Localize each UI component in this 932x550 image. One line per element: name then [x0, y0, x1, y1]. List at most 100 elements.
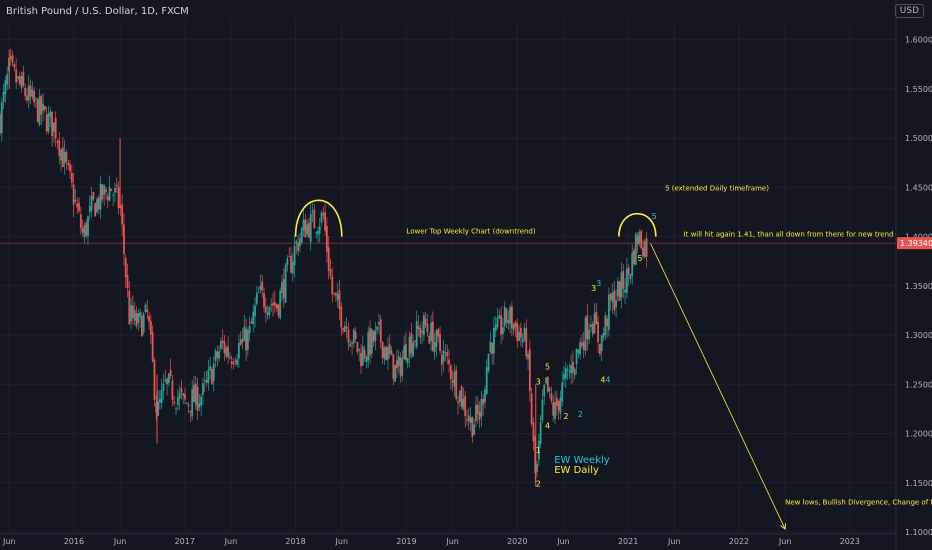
- candle-body: [110, 188, 113, 192]
- candle: [521, 333, 524, 348]
- candle: [503, 301, 506, 332]
- candle-body: [532, 422, 535, 442]
- candle-body: [510, 306, 513, 329]
- candle-body: [537, 440, 540, 460]
- candle-body: [624, 289, 626, 293]
- candle: [545, 377, 547, 385]
- candle-body: [563, 374, 565, 380]
- candle: [500, 306, 503, 345]
- candle: [629, 273, 632, 284]
- candle: [593, 302, 596, 334]
- candle: [36, 97, 39, 123]
- candle-body: [266, 312, 269, 315]
- candle-body: [175, 407, 177, 409]
- candle: [388, 334, 391, 359]
- candle-body: [36, 99, 39, 122]
- candle: [591, 321, 594, 338]
- candle: [56, 138, 59, 150]
- candle: [361, 335, 364, 367]
- candle: [22, 65, 25, 88]
- candle-body: [358, 348, 361, 351]
- candle: [202, 377, 204, 405]
- candle: [209, 356, 212, 380]
- candle-body: [38, 96, 41, 125]
- candle-body: [124, 258, 127, 278]
- candle-body: [218, 351, 221, 359]
- candle: [530, 387, 533, 427]
- top-arc: [294, 199, 343, 237]
- candle: [333, 292, 335, 297]
- y-tick-label: 1.20000: [905, 430, 932, 439]
- candle-body: [329, 269, 332, 277]
- currency-button[interactable]: USD: [894, 4, 924, 18]
- candle-body: [424, 318, 427, 326]
- candle: [410, 322, 413, 359]
- candle: [112, 192, 115, 206]
- candle-body: [568, 371, 571, 373]
- candle-body: [403, 345, 406, 360]
- candle: [69, 160, 71, 179]
- candle: [537, 433, 540, 467]
- candle: [367, 326, 370, 368]
- candle: [268, 305, 271, 320]
- projection-arrow: [650, 243, 786, 530]
- candle: [45, 106, 48, 135]
- candle: [584, 315, 587, 356]
- candle-body: [290, 255, 292, 273]
- candle-body: [2, 91, 5, 102]
- candle-body: [372, 331, 375, 343]
- candle-body: [270, 304, 273, 306]
- candle-body: [428, 335, 431, 344]
- candle-body: [351, 342, 353, 344]
- candle: [58, 131, 61, 165]
- candle-body: [615, 300, 617, 308]
- candle-body: [634, 233, 637, 265]
- candle: [297, 234, 300, 257]
- candle-body: [20, 76, 23, 89]
- candle: [52, 122, 55, 143]
- candle: [318, 217, 321, 243]
- candle-body: [306, 224, 309, 235]
- candle-body: [581, 342, 583, 346]
- candle-body: [257, 291, 260, 293]
- candle: [35, 97, 37, 109]
- candle: [309, 203, 312, 251]
- candle: [60, 148, 62, 172]
- candle-body: [469, 417, 472, 423]
- candle: [185, 402, 188, 405]
- candle-body: [606, 318, 608, 327]
- candle: [103, 183, 106, 206]
- candle: [117, 181, 120, 215]
- candle-body: [193, 385, 195, 402]
- candle: [176, 388, 179, 411]
- candle-body: [83, 225, 86, 238]
- candles: [0, 48, 648, 487]
- candle: [88, 194, 91, 221]
- candle-body: [300, 228, 303, 243]
- candle: [403, 335, 406, 360]
- candle: [108, 175, 111, 202]
- candle-body: [406, 358, 409, 363]
- candle-body: [505, 308, 508, 323]
- candle: [31, 81, 34, 101]
- candle-body: [500, 315, 503, 335]
- candle: [0, 110, 1, 136]
- candle: [162, 373, 165, 401]
- candle-body: [642, 247, 644, 257]
- candle: [9, 48, 12, 67]
- candle-body: [237, 343, 240, 359]
- candle: [83, 221, 86, 244]
- x-tick-label: 2017: [175, 537, 195, 546]
- candle: [47, 105, 50, 135]
- y-tick-label: 1.10000: [905, 528, 932, 537]
- candle: [227, 336, 230, 365]
- y-tick-label: 1.45000: [905, 183, 932, 192]
- x-tick-label: Jun: [667, 537, 681, 546]
- candle: [347, 322, 350, 351]
- candle-body: [275, 304, 278, 309]
- candle: [541, 389, 544, 423]
- candle: [414, 339, 416, 349]
- candle: [561, 371, 564, 407]
- candle-body: [577, 349, 580, 354]
